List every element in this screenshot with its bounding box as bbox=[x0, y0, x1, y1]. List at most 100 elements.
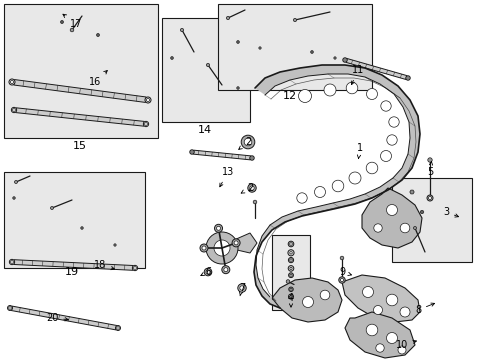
Circle shape bbox=[348, 172, 360, 184]
Polygon shape bbox=[13, 197, 15, 199]
Circle shape bbox=[117, 327, 119, 329]
Circle shape bbox=[202, 246, 205, 250]
Polygon shape bbox=[409, 190, 413, 194]
Circle shape bbox=[13, 109, 15, 111]
Text: 9: 9 bbox=[338, 267, 351, 277]
Circle shape bbox=[250, 157, 253, 159]
Circle shape bbox=[222, 266, 229, 274]
Circle shape bbox=[224, 268, 227, 272]
Text: 3: 3 bbox=[442, 207, 458, 217]
Bar bbox=[391, 178, 471, 262]
Circle shape bbox=[287, 266, 293, 271]
Circle shape bbox=[253, 200, 256, 204]
Circle shape bbox=[204, 268, 211, 276]
Circle shape bbox=[314, 186, 325, 198]
Circle shape bbox=[380, 101, 390, 111]
Circle shape bbox=[375, 344, 384, 352]
Polygon shape bbox=[14, 80, 146, 103]
Circle shape bbox=[340, 256, 343, 260]
Circle shape bbox=[288, 287, 293, 292]
Text: 19: 19 bbox=[65, 267, 79, 277]
Circle shape bbox=[237, 87, 238, 89]
Circle shape bbox=[206, 63, 209, 67]
Text: 11: 11 bbox=[350, 65, 364, 85]
Circle shape bbox=[114, 244, 116, 246]
Circle shape bbox=[289, 267, 291, 270]
Polygon shape bbox=[345, 312, 414, 358]
Circle shape bbox=[232, 239, 240, 247]
Circle shape bbox=[10, 81, 14, 84]
Circle shape bbox=[171, 57, 172, 59]
Circle shape bbox=[386, 204, 397, 216]
Text: 20: 20 bbox=[46, 313, 68, 323]
Circle shape bbox=[320, 290, 329, 300]
Circle shape bbox=[214, 224, 222, 232]
Polygon shape bbox=[81, 227, 83, 229]
Polygon shape bbox=[341, 275, 419, 322]
Circle shape bbox=[343, 59, 346, 61]
Text: 18: 18 bbox=[94, 260, 114, 270]
Bar bbox=[4, 172, 145, 268]
Polygon shape bbox=[361, 188, 421, 248]
Circle shape bbox=[288, 273, 293, 278]
Polygon shape bbox=[236, 87, 239, 89]
Circle shape bbox=[380, 150, 391, 162]
Polygon shape bbox=[419, 211, 423, 213]
Circle shape bbox=[180, 28, 183, 32]
Circle shape bbox=[331, 180, 343, 192]
Circle shape bbox=[288, 294, 293, 299]
Circle shape bbox=[399, 223, 409, 233]
Circle shape bbox=[426, 195, 432, 201]
Bar bbox=[271, 235, 309, 310]
Circle shape bbox=[302, 297, 313, 307]
Text: 12: 12 bbox=[283, 91, 296, 101]
Circle shape bbox=[346, 82, 357, 94]
Circle shape bbox=[386, 135, 396, 145]
Circle shape bbox=[133, 267, 136, 269]
Circle shape bbox=[420, 211, 422, 213]
Text: 15: 15 bbox=[73, 141, 87, 151]
Bar bbox=[162, 18, 249, 122]
Circle shape bbox=[259, 48, 260, 49]
Circle shape bbox=[397, 346, 405, 354]
Circle shape bbox=[244, 138, 251, 146]
Circle shape bbox=[298, 90, 311, 103]
Text: 16: 16 bbox=[89, 71, 107, 87]
Polygon shape bbox=[333, 57, 336, 59]
Polygon shape bbox=[236, 41, 239, 43]
Circle shape bbox=[334, 57, 335, 59]
Bar bbox=[4, 4, 158, 138]
Circle shape bbox=[388, 117, 398, 127]
Circle shape bbox=[70, 28, 74, 32]
Circle shape bbox=[11, 261, 13, 264]
Circle shape bbox=[9, 79, 15, 85]
Circle shape bbox=[205, 232, 238, 264]
Circle shape bbox=[406, 77, 408, 79]
Circle shape bbox=[50, 207, 53, 210]
Text: 6: 6 bbox=[201, 267, 211, 277]
Polygon shape bbox=[14, 260, 133, 270]
Circle shape bbox=[289, 243, 292, 245]
Circle shape bbox=[143, 121, 148, 127]
Polygon shape bbox=[61, 21, 63, 23]
Circle shape bbox=[340, 278, 343, 282]
Circle shape bbox=[237, 41, 238, 43]
Text: 2: 2 bbox=[241, 183, 253, 193]
Polygon shape bbox=[310, 51, 313, 53]
Circle shape bbox=[293, 18, 296, 22]
Text: 13: 13 bbox=[219, 167, 234, 187]
Circle shape bbox=[427, 158, 431, 162]
Circle shape bbox=[247, 184, 256, 192]
Circle shape bbox=[373, 224, 382, 232]
Circle shape bbox=[362, 287, 373, 297]
Circle shape bbox=[115, 325, 120, 330]
Circle shape bbox=[366, 89, 377, 99]
Text: 7: 7 bbox=[238, 283, 244, 296]
Circle shape bbox=[289, 288, 291, 290]
Circle shape bbox=[144, 97, 151, 103]
Circle shape bbox=[296, 193, 306, 203]
Circle shape bbox=[287, 241, 293, 247]
Circle shape bbox=[189, 150, 194, 154]
Circle shape bbox=[285, 280, 289, 283]
Polygon shape bbox=[271, 278, 341, 322]
